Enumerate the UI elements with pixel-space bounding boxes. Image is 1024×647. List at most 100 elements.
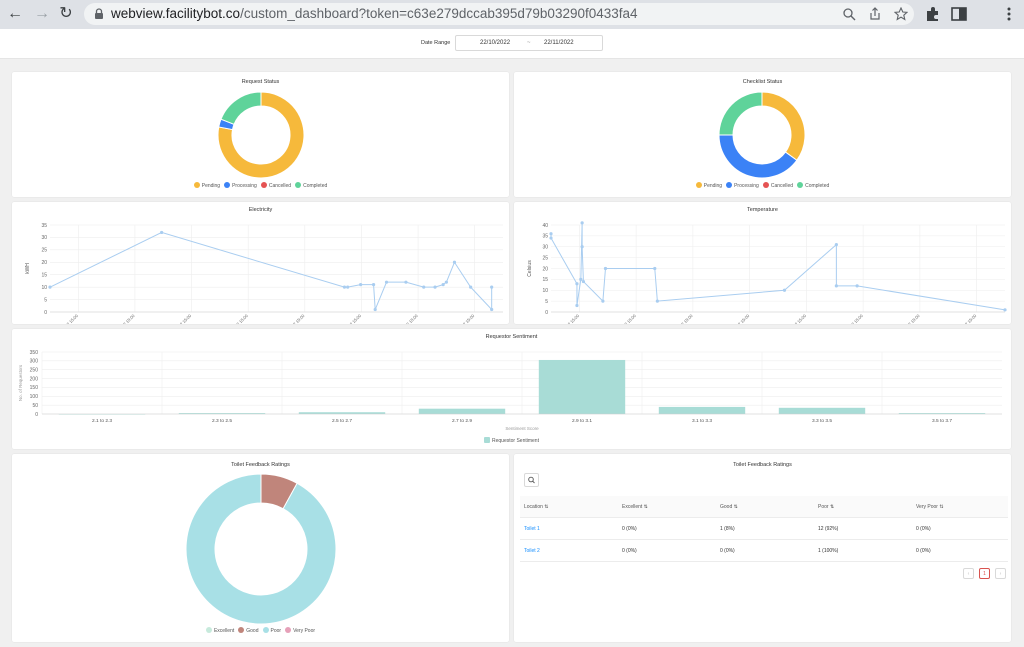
data-point[interactable]	[603, 266, 608, 271]
sentiment-legend[interactable]: Requestor Sentiment	[12, 437, 1011, 444]
end-date[interactable]: 22/11/2022	[544, 40, 574, 46]
electricity-line-chart[interactable]: 0 5 10 15 20 25 30 35 30/10/2022 15:00 02/11/2022…	[12, 202, 509, 324]
data-point[interactable]	[490, 307, 494, 312]
legend-item-processing[interactable]: Processing	[726, 182, 759, 189]
slice-pending[interactable]	[217, 91, 305, 179]
data-point[interactable]	[549, 232, 553, 236]
request-status-donut[interactable]	[12, 72, 509, 197]
data-point[interactable]	[422, 285, 426, 289]
address-bar[interactable]: webview.facilitybot.co/custom_dashboard?…	[84, 3, 914, 25]
extensions-puzzle-icon[interactable]	[924, 5, 942, 23]
requestor-sentiment-bar-chart[interactable]: 0 50 100 150 200 250 300 350 2.1 to 2.3 2.3 to 2.…	[12, 329, 1011, 449]
legend-item-good[interactable]: Good	[238, 627, 259, 634]
bar-3.3-to-3.5[interactable]	[778, 407, 866, 414]
checklist-status-legend[interactable]: Pending Processing Cancelled Completed	[514, 182, 1011, 189]
x-tick-label: 2.9 to 3.1	[572, 418, 592, 424]
slice-poor[interactable]	[185, 473, 337, 625]
checklist-status-donut[interactable]	[514, 72, 1011, 197]
slice-completed[interactable]	[220, 91, 262, 125]
legend-item-very-poor[interactable]: Very Poor	[285, 627, 315, 634]
legend-item-pending[interactable]: Pending	[193, 182, 220, 189]
legend-item-processing[interactable]: Processing	[224, 182, 257, 189]
slice-completed[interactable]	[718, 91, 763, 136]
table-search-button[interactable]	[524, 473, 539, 487]
data-point[interactable]	[1003, 308, 1007, 312]
data-point[interactable]	[346, 285, 350, 289]
data-point[interactable]	[469, 285, 473, 289]
data-point[interactable]	[834, 284, 838, 288]
legend-item-completed[interactable]: Completed	[295, 182, 327, 189]
bar-2.7-to-2.9[interactable]	[418, 408, 506, 414]
bar-3.1-to-3.3[interactable]	[658, 406, 746, 414]
bar-2.9-to-3.1[interactable]	[538, 359, 626, 414]
bar-2.3-to-2.5[interactable]	[178, 413, 266, 414]
page-1-button[interactable]: 1	[979, 568, 990, 579]
legend-item-poor[interactable]: Poor	[262, 627, 281, 634]
date-range-picker[interactable]: 22/10/2022 ~ 22/11/2022	[455, 35, 603, 51]
bookmark-star-icon[interactable]	[894, 7, 908, 21]
more-menu-icon[interactable]	[1000, 5, 1018, 23]
data-point[interactable]	[359, 283, 363, 287]
location-link[interactable]: Toilet 2	[524, 548, 540, 554]
start-date[interactable]: 22/10/2022	[480, 40, 511, 46]
data-point[interactable]	[581, 279, 586, 284]
bar-2.5-to-2.7[interactable]	[298, 412, 386, 414]
column-header-good[interactable]: Good ⇅	[720, 504, 738, 510]
requestor-sentiment-card: Requestor Sentiment 0 50 100 150 200 250 300 35…	[12, 329, 1011, 449]
data-point[interactable]	[452, 260, 457, 264]
column-header-very-poor[interactable]: Very Poor ⇅	[916, 504, 944, 510]
share-icon[interactable]	[868, 7, 882, 21]
next-page-button[interactable]: ›	[995, 568, 1006, 579]
data-point[interactable]	[855, 284, 859, 288]
data-point[interactable]	[579, 277, 583, 281]
data-point[interactable]	[601, 299, 605, 303]
data-point[interactable]	[575, 303, 579, 308]
legend-item-excellent[interactable]: Excellent	[205, 627, 234, 634]
request-status-legend[interactable]: Pending Processing Cancelled Completed	[12, 182, 509, 189]
data-point[interactable]	[490, 285, 494, 289]
zoom-icon[interactable]	[842, 7, 856, 21]
legend-item-cancelled[interactable]: Cancelled	[762, 182, 793, 189]
data-point[interactable]	[404, 280, 408, 284]
slice-processing[interactable]	[718, 134, 798, 179]
legend-item-pending[interactable]: Pending	[695, 182, 722, 189]
column-header-poor[interactable]: Poor ⇅	[818, 504, 835, 510]
data-point[interactable]	[782, 288, 787, 292]
data-point[interactable]	[160, 230, 164, 235]
data-point[interactable]	[444, 280, 448, 284]
data-point[interactable]	[653, 266, 657, 271]
data-point[interactable]	[371, 283, 376, 287]
side-panel-icon[interactable]	[950, 5, 968, 23]
location-link[interactable]: Toilet 1	[524, 526, 540, 532]
data-point[interactable]	[655, 299, 659, 303]
x-tick-label: 2.7 to 2.9	[452, 418, 472, 424]
legend-item-completed[interactable]: Completed	[797, 182, 829, 189]
data-point[interactable]	[580, 245, 584, 249]
data-point[interactable]	[48, 285, 52, 289]
data-point[interactable]	[834, 242, 838, 247]
toilet-feedback-legend[interactable]: Excellent Good Poor Very Poor	[12, 627, 509, 634]
data-point[interactable]	[433, 285, 437, 289]
forward-icon[interactable]: →	[34, 5, 50, 22]
column-header-excellent[interactable]: Excellent ⇅	[622, 504, 648, 510]
data-point[interactable]	[373, 307, 377, 312]
slice-pending[interactable]	[761, 91, 806, 161]
column-header-location[interactable]: Location ⇅	[524, 504, 549, 510]
electricity-card: Electricity 0 5 10 15 20 25 30 35 30/10/2022 15:…	[12, 202, 509, 324]
data-point[interactable]	[549, 236, 553, 240]
back-icon[interactable]: ←	[7, 5, 23, 22]
legend-item[interactable]: Requestor Sentiment	[484, 437, 539, 444]
prev-page-button[interactable]: ‹	[963, 568, 974, 579]
data-point[interactable]	[342, 285, 347, 289]
data-point[interactable]	[575, 282, 579, 286]
temperature-line-chart[interactable]: 0 5 10 15 20 25 30 35 40 02/11/2022 15:00 04/11/20…	[514, 202, 1011, 324]
reload-icon[interactable]: ↻	[59, 5, 73, 22]
x-tick-label: 11/11/2022 15:00	[279, 313, 306, 324]
bar-3.5-to-3.7[interactable]	[898, 413, 986, 414]
data-point[interactable]	[384, 280, 389, 284]
data-point[interactable]	[580, 221, 584, 225]
legend-item-cancelled[interactable]: Cancelled	[260, 182, 291, 189]
toilet-feedback-donut[interactable]	[12, 454, 509, 642]
data-point[interactable]	[441, 283, 445, 287]
y-tick-label: 20	[542, 266, 548, 272]
